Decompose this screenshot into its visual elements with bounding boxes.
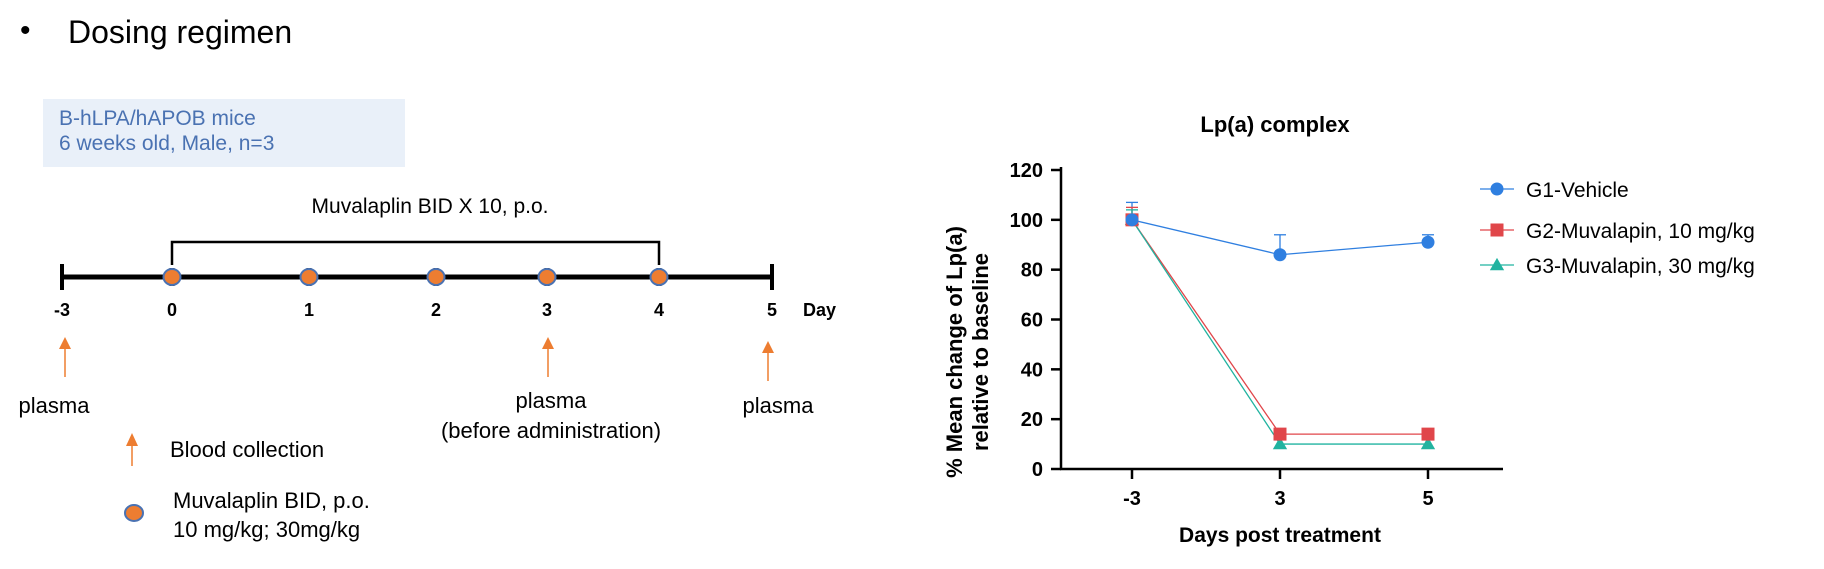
timeline-day-label-5: 5 xyxy=(767,300,777,320)
dose-dot-day-3 xyxy=(537,268,557,286)
x-axis-label: Days post treatment xyxy=(1179,524,1381,547)
slide-title: Dosing regimen xyxy=(68,14,293,50)
timeline-day-label-2: 2 xyxy=(431,300,441,320)
dose-legend-line2: 10 mg/kg; 30mg/kg xyxy=(173,517,360,542)
legend-label-g3-muvalapin-30-mg-kg: G3-Muvalapin, 30 mg/kg xyxy=(1526,255,1755,278)
y-tick-label-20: 20 xyxy=(1021,409,1043,431)
point-g1-vehicle-3 xyxy=(1273,248,1287,262)
timeline-day-label-0: 0 xyxy=(167,300,177,320)
y-tick-label-0: 0 xyxy=(1032,459,1043,481)
legend-marker-g3-muvalapin-30-mg-kg xyxy=(1489,257,1505,271)
bracket-label: Muvalaplin BID X 10, p.o. xyxy=(312,195,549,218)
legend-label-g1-vehicle: G1-Vehicle xyxy=(1526,179,1629,202)
y-tick-label-40: 40 xyxy=(1021,359,1043,381)
timeline-day-label-1: 1 xyxy=(304,300,314,320)
point-g1-vehicle-3 xyxy=(1125,213,1139,227)
info-box: B-hLPA/hAPOB mice 6 weeks old, Male, n=3 xyxy=(43,99,405,167)
collection-label-day-5-line1: plasma xyxy=(743,393,815,418)
x-tick-label-3: 3 xyxy=(1274,488,1285,510)
collection-arrow-icon-day-3 xyxy=(542,337,554,349)
dosing-timeline: Muvalaplin BID X 10, p.o. -3 0 1 2 3 4 5 Day p… xyxy=(19,195,836,542)
dose-dot-icon xyxy=(124,504,144,522)
collection-arrow-icon-day-5 xyxy=(762,341,774,353)
info-line-details: 6 weeks old, Male, n=3 xyxy=(59,132,275,155)
y-axis-label-line1: % Mean change of Lp(a) xyxy=(942,226,967,478)
timeline-day-label-3: 3 xyxy=(542,300,552,320)
collection-arrow-icon-day-3 xyxy=(59,337,71,349)
dosing-bracket xyxy=(170,240,661,265)
dose-dot-day-4 xyxy=(649,268,669,286)
legend-marker-g2-muvalapin-10-mg-kg xyxy=(1490,223,1504,237)
day-unit-label: Day xyxy=(803,300,836,320)
x-tick-label-3: -3 xyxy=(1123,488,1141,510)
legend-label-g2-muvalapin-10-mg-kg: G2-Muvalapin, 10 mg/kg xyxy=(1526,220,1755,243)
y-axis-label-line2: relative to baseline xyxy=(968,253,993,451)
y-tick-label-100: 100 xyxy=(1010,210,1043,232)
dose-dot-day-1 xyxy=(299,268,319,286)
y-tick-label-120: 120 xyxy=(1010,160,1043,182)
dose-dot-day-0 xyxy=(162,268,182,286)
dose-legend-line1: Muvalaplin BID, p.o. xyxy=(173,488,370,513)
blood-collection-legend: Blood collection xyxy=(126,433,324,466)
timeline-day-label-3: -3 xyxy=(54,300,70,320)
bullet-marker: • xyxy=(20,14,31,47)
y-tick-label-60: 60 xyxy=(1021,310,1043,332)
collection-label-day-3-line1: plasma xyxy=(516,388,588,413)
collection-label-day-3-line2: (before administration) xyxy=(441,418,661,443)
x-tick-label-5: 5 xyxy=(1422,488,1433,510)
blood-collection-arrowhead-icon xyxy=(126,433,138,446)
legend-marker-g1-vehicle xyxy=(1490,182,1504,196)
point-g3-muvalapin-30-mg-kg-5 xyxy=(1420,436,1436,450)
info-line-mice: B-hLPA/hAPOB mice xyxy=(59,107,256,130)
point-g1-vehicle-5 xyxy=(1421,235,1435,249)
blood-collection-label: Blood collection xyxy=(170,437,324,462)
lpa-line-chart: Lp(a) complex % Mean change of Lp(a) rel… xyxy=(942,112,1755,547)
chart-title: Lp(a) complex xyxy=(1200,112,1350,137)
y-tick-label-80: 80 xyxy=(1021,260,1043,282)
collection-label-day-3-line1: plasma xyxy=(19,393,91,418)
point-g2-muvalapin-10-mg-kg-5 xyxy=(1421,427,1435,441)
point-g2-muvalapin-10-mg-kg-3 xyxy=(1273,427,1287,441)
point-g3-muvalapin-30-mg-kg-3 xyxy=(1272,436,1288,450)
dose-legend: Muvalaplin BID, p.o. 10 mg/kg; 30mg/kg xyxy=(124,488,370,542)
timeline-day-label-4: 4 xyxy=(654,300,664,320)
dose-dot-day-2 xyxy=(426,268,446,286)
